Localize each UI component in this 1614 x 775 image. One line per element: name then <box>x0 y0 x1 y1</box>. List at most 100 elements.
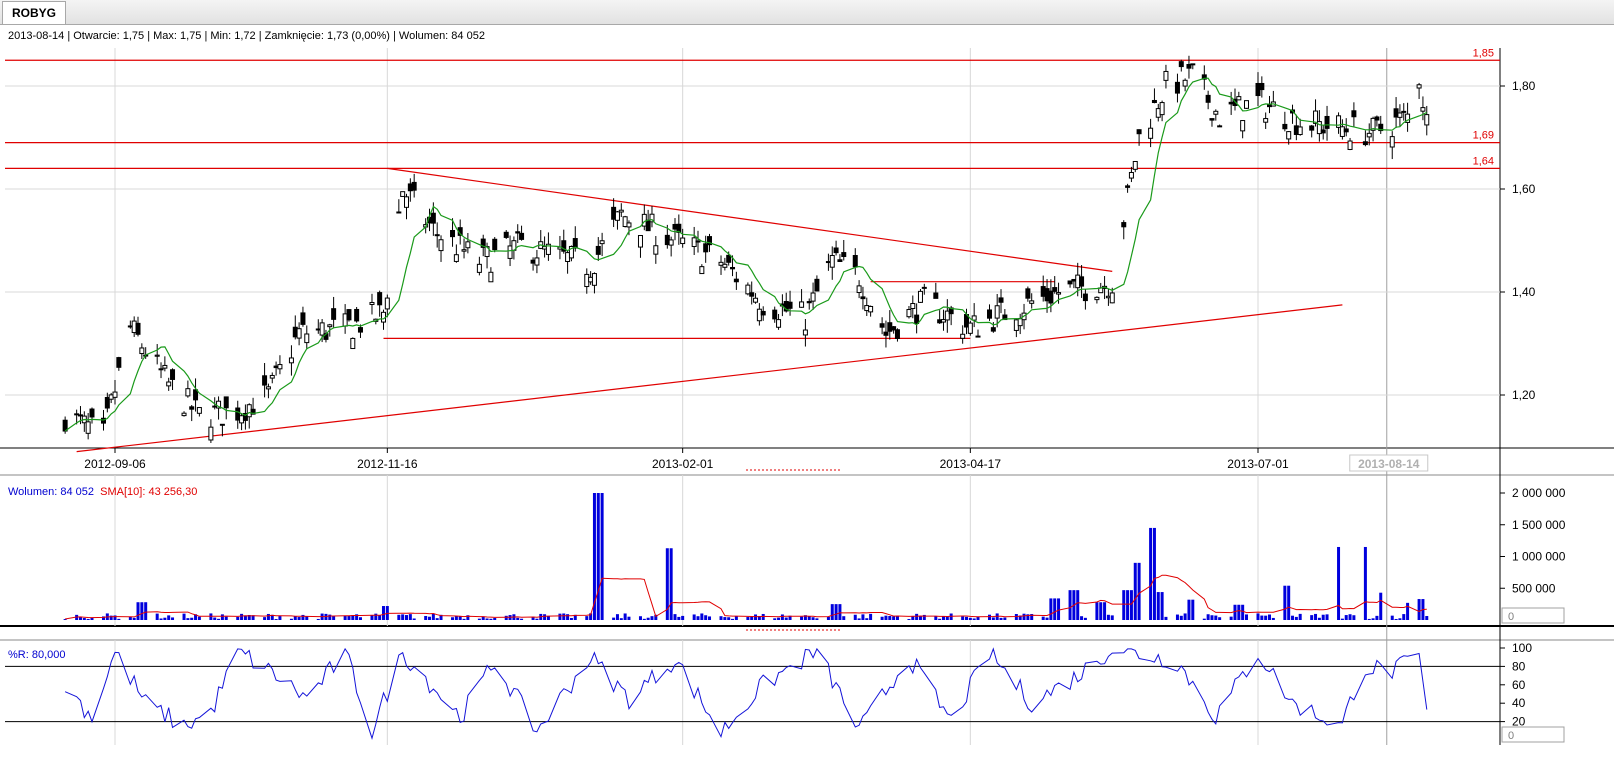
volume-bar <box>117 618 121 620</box>
volume-bar <box>949 613 953 620</box>
chart-canvas[interactable]: 2012-09-06 2012-11-16 2013-02-01 2013-04-17… <box>0 25 1614 770</box>
volume-legend: Wolumen: 84 052 SMA[10]: 43 256,30 <box>8 486 197 498</box>
volume-bar <box>1244 614 1248 620</box>
candle-body <box>331 308 337 320</box>
wr-value-box-text: 0 <box>1508 730 1514 742</box>
volume-bar <box>895 615 899 620</box>
volume-bar <box>397 614 401 620</box>
candle-body <box>1282 123 1288 130</box>
candle-body <box>1136 129 1142 135</box>
candle-body <box>994 305 1000 319</box>
x-tick-label: 2012-11-16 <box>357 457 418 471</box>
candle-body <box>967 322 973 334</box>
volume-bar <box>1390 615 1394 620</box>
volume-bar <box>1191 599 1195 620</box>
volume-bar <box>573 614 577 620</box>
volume-bar <box>159 618 163 620</box>
volume-bar <box>853 614 857 620</box>
candle-body <box>1148 127 1154 139</box>
candle-body <box>346 309 352 321</box>
volume-bar <box>546 615 550 620</box>
candle-body <box>193 389 199 401</box>
candle-body <box>733 278 739 283</box>
volume-bar <box>220 614 224 620</box>
volume-bar <box>243 615 247 620</box>
volume-bar <box>1175 614 1179 620</box>
candle-body <box>753 297 759 303</box>
volume-bar <box>1041 616 1045 620</box>
volume-bar <box>892 616 896 620</box>
candle-body <box>185 388 191 397</box>
candle-body <box>89 408 95 418</box>
volume-bar <box>374 613 378 620</box>
candle-body <box>749 292 755 297</box>
volume-bar <box>1022 613 1026 620</box>
volume-bar <box>734 616 738 620</box>
wr-y-tick-label: 80 <box>1512 659 1526 673</box>
volume-bar <box>224 616 228 620</box>
candle-body <box>357 327 363 333</box>
candle-body <box>990 327 996 332</box>
candle-body <box>1067 280 1073 285</box>
volume-bar <box>1260 615 1264 620</box>
candle-body <box>933 292 939 299</box>
volume-bar <box>1156 592 1160 620</box>
volume-bar <box>1367 618 1371 620</box>
candle-body <box>649 213 655 223</box>
volume-bar <box>343 615 347 620</box>
wr-y-tick-label: 40 <box>1512 696 1526 710</box>
volume-bar <box>988 614 992 620</box>
ohlc-info-line: 2013-08-14 | Otwarcie: 1,75 | Max: 1,75 … <box>8 30 485 42</box>
volume-bar <box>1294 616 1298 620</box>
candle-body <box>814 278 820 292</box>
volume-bar <box>90 617 94 620</box>
candle-body <box>158 368 164 371</box>
volume-bar <box>1237 604 1241 620</box>
candle-body <box>595 245 601 255</box>
volume-bar <box>1241 604 1245 620</box>
candle-body <box>975 335 981 338</box>
candle-body <box>219 423 225 426</box>
candle-body <box>894 329 900 340</box>
volume-bar <box>945 616 949 620</box>
chart-tab[interactable]: ROBYG <box>2 1 67 24</box>
volume-bar <box>378 615 382 620</box>
candle-body <box>1336 115 1342 128</box>
candle-body <box>879 323 885 328</box>
volume-bar <box>408 614 412 620</box>
candle-body <box>488 271 494 283</box>
candle-body <box>77 414 83 417</box>
volume-bar <box>869 613 873 620</box>
volume-bar <box>995 613 999 620</box>
volume-bar <box>727 617 731 620</box>
candle-body <box>74 413 80 416</box>
candle-body <box>162 364 168 369</box>
volume-bar <box>558 613 562 620</box>
volume-bar <box>1425 616 1429 620</box>
volume-bar <box>247 614 251 620</box>
candle-body <box>480 238 486 248</box>
volume-bar <box>1314 613 1318 620</box>
volume-bar <box>815 618 819 620</box>
candle-body <box>626 222 632 228</box>
volume-bar <box>830 604 834 620</box>
volume-bar <box>826 616 830 620</box>
volume-bar <box>109 615 113 620</box>
volume-bar <box>562 613 566 620</box>
volume-bar <box>1291 615 1295 620</box>
volume-bar <box>171 617 175 620</box>
candle-body <box>799 301 805 308</box>
volume-bar <box>1202 618 1206 620</box>
volume-bar <box>182 613 186 620</box>
volume-bar <box>270 614 274 620</box>
candle-body <box>1366 132 1372 138</box>
volume-bar <box>911 616 915 620</box>
candle-body <box>519 232 525 240</box>
candle-body <box>837 259 843 262</box>
trend-line <box>387 167 1113 272</box>
volume-bar <box>516 617 520 620</box>
volume-bar <box>1268 614 1272 620</box>
volume-bar <box>592 493 596 620</box>
candle-body <box>492 238 498 251</box>
volume-bar <box>938 618 942 620</box>
